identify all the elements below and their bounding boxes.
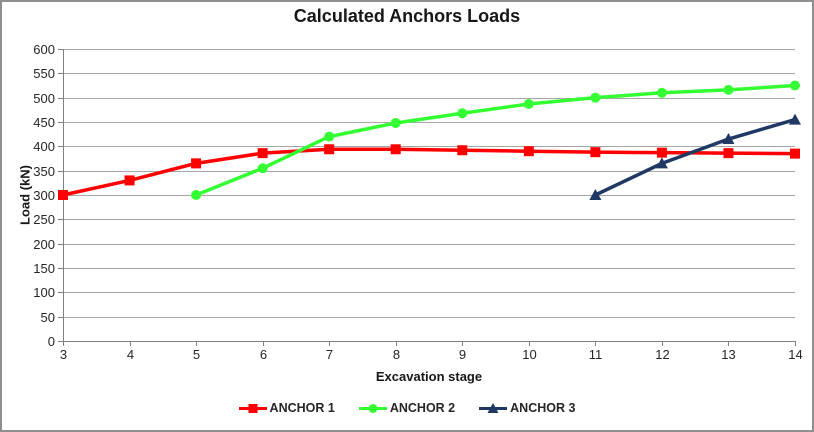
data-point-anchor-1	[590, 147, 601, 158]
data-point-anchor-1	[324, 144, 335, 155]
series-line-anchor-3	[593, 117, 797, 197]
data-point-anchor-1	[58, 190, 68, 200]
legend-label-anchor-1: ANCHOR 1	[269, 401, 335, 415]
data-point-anchor-2	[656, 87, 667, 98]
data-point-anchor-2	[590, 92, 601, 103]
legend-item-anchor-1: ANCHOR 1	[238, 401, 335, 415]
data-point-anchor-3	[589, 189, 602, 200]
y-tick-label: 400	[33, 139, 55, 154]
data-point-anchor-1	[723, 148, 734, 159]
legend-item-anchor-3: ANCHOR 3	[479, 401, 575, 415]
legend-marker	[368, 403, 378, 413]
data-point-anchor-2	[457, 108, 468, 119]
legend-swatch-anchor-3-triangle-icon	[479, 402, 508, 413]
data-point-anchor-1	[790, 148, 800, 159]
x-tick-label: 3	[60, 347, 67, 362]
data-point-anchor-1	[457, 145, 468, 156]
x-tick-label: 4	[127, 347, 134, 362]
x-tick-label: 8	[393, 347, 400, 362]
y-tick-label: 300	[33, 188, 55, 203]
x-tick-label: 6	[260, 347, 267, 362]
legend-marker	[248, 403, 258, 413]
y-tick-label: 450	[33, 115, 55, 130]
data-point-anchor-1	[523, 146, 534, 157]
data-point-anchor-2	[191, 190, 202, 200]
x-tick-label: 13	[721, 347, 735, 362]
data-point-anchor-1	[257, 148, 268, 159]
data-point-anchor-1	[656, 147, 667, 158]
legend-marker	[487, 402, 499, 413]
data-point-anchor-2	[790, 80, 800, 91]
y-tick-label: 550	[33, 66, 55, 81]
data-point-anchor-2	[523, 98, 534, 109]
series-line-anchor-1	[61, 147, 797, 197]
x-tick-label: 11	[589, 347, 603, 362]
legend-swatch-anchor-2-circle-icon	[358, 403, 387, 413]
y-tick-label: 50	[41, 310, 55, 325]
y-tick-label: 200	[33, 237, 55, 252]
data-point-anchor-3	[722, 133, 735, 145]
y-tick-label: 150	[33, 261, 55, 276]
y-tick-label: 0	[48, 334, 55, 349]
data-point-anchor-2	[324, 131, 335, 142]
legend-label-anchor-3: ANCHOR 3	[510, 401, 576, 415]
legend-item-anchor-2: ANCHOR 2	[358, 401, 456, 415]
data-point-anchor-1	[124, 175, 135, 186]
legend: ANCHOR 1 ANCHOR 2 ANCHOR 3	[0, 398, 814, 418]
data-point-anchor-2	[723, 84, 734, 95]
data-point-anchor-2	[257, 163, 268, 174]
data-point-anchor-1	[191, 158, 202, 169]
data-point-anchor-2	[390, 117, 401, 128]
y-tick-label: 600	[33, 42, 55, 57]
legend-label-anchor-2: ANCHOR 2	[389, 401, 456, 415]
x-tick-label: 5	[193, 347, 200, 362]
y-tick-label: 350	[33, 164, 55, 179]
legend-swatch-anchor-1-square-icon	[238, 403, 267, 413]
x-tick-label: 9	[459, 347, 466, 362]
x-tick-label: 7	[326, 347, 333, 362]
y-tick-label: 250	[33, 212, 55, 227]
data-point-anchor-3	[655, 157, 668, 169]
y-tick-label: 100	[33, 285, 55, 300]
data-point-anchor-1	[390, 144, 401, 155]
x-axis-title: Excavation stage	[375, 369, 483, 384]
y-axis-title: Load (kN)	[17, 165, 33, 225]
chart-title: Calculated Anchors Loads	[293, 6, 521, 26]
series-line-anchor-2	[194, 83, 797, 197]
y-tick-label: 500	[33, 91, 55, 106]
data-point-anchor-3	[789, 113, 801, 125]
x-tick-label: 10	[522, 347, 536, 362]
x-tick-label: 14	[788, 347, 802, 362]
x-tick-label: 12	[655, 347, 669, 362]
